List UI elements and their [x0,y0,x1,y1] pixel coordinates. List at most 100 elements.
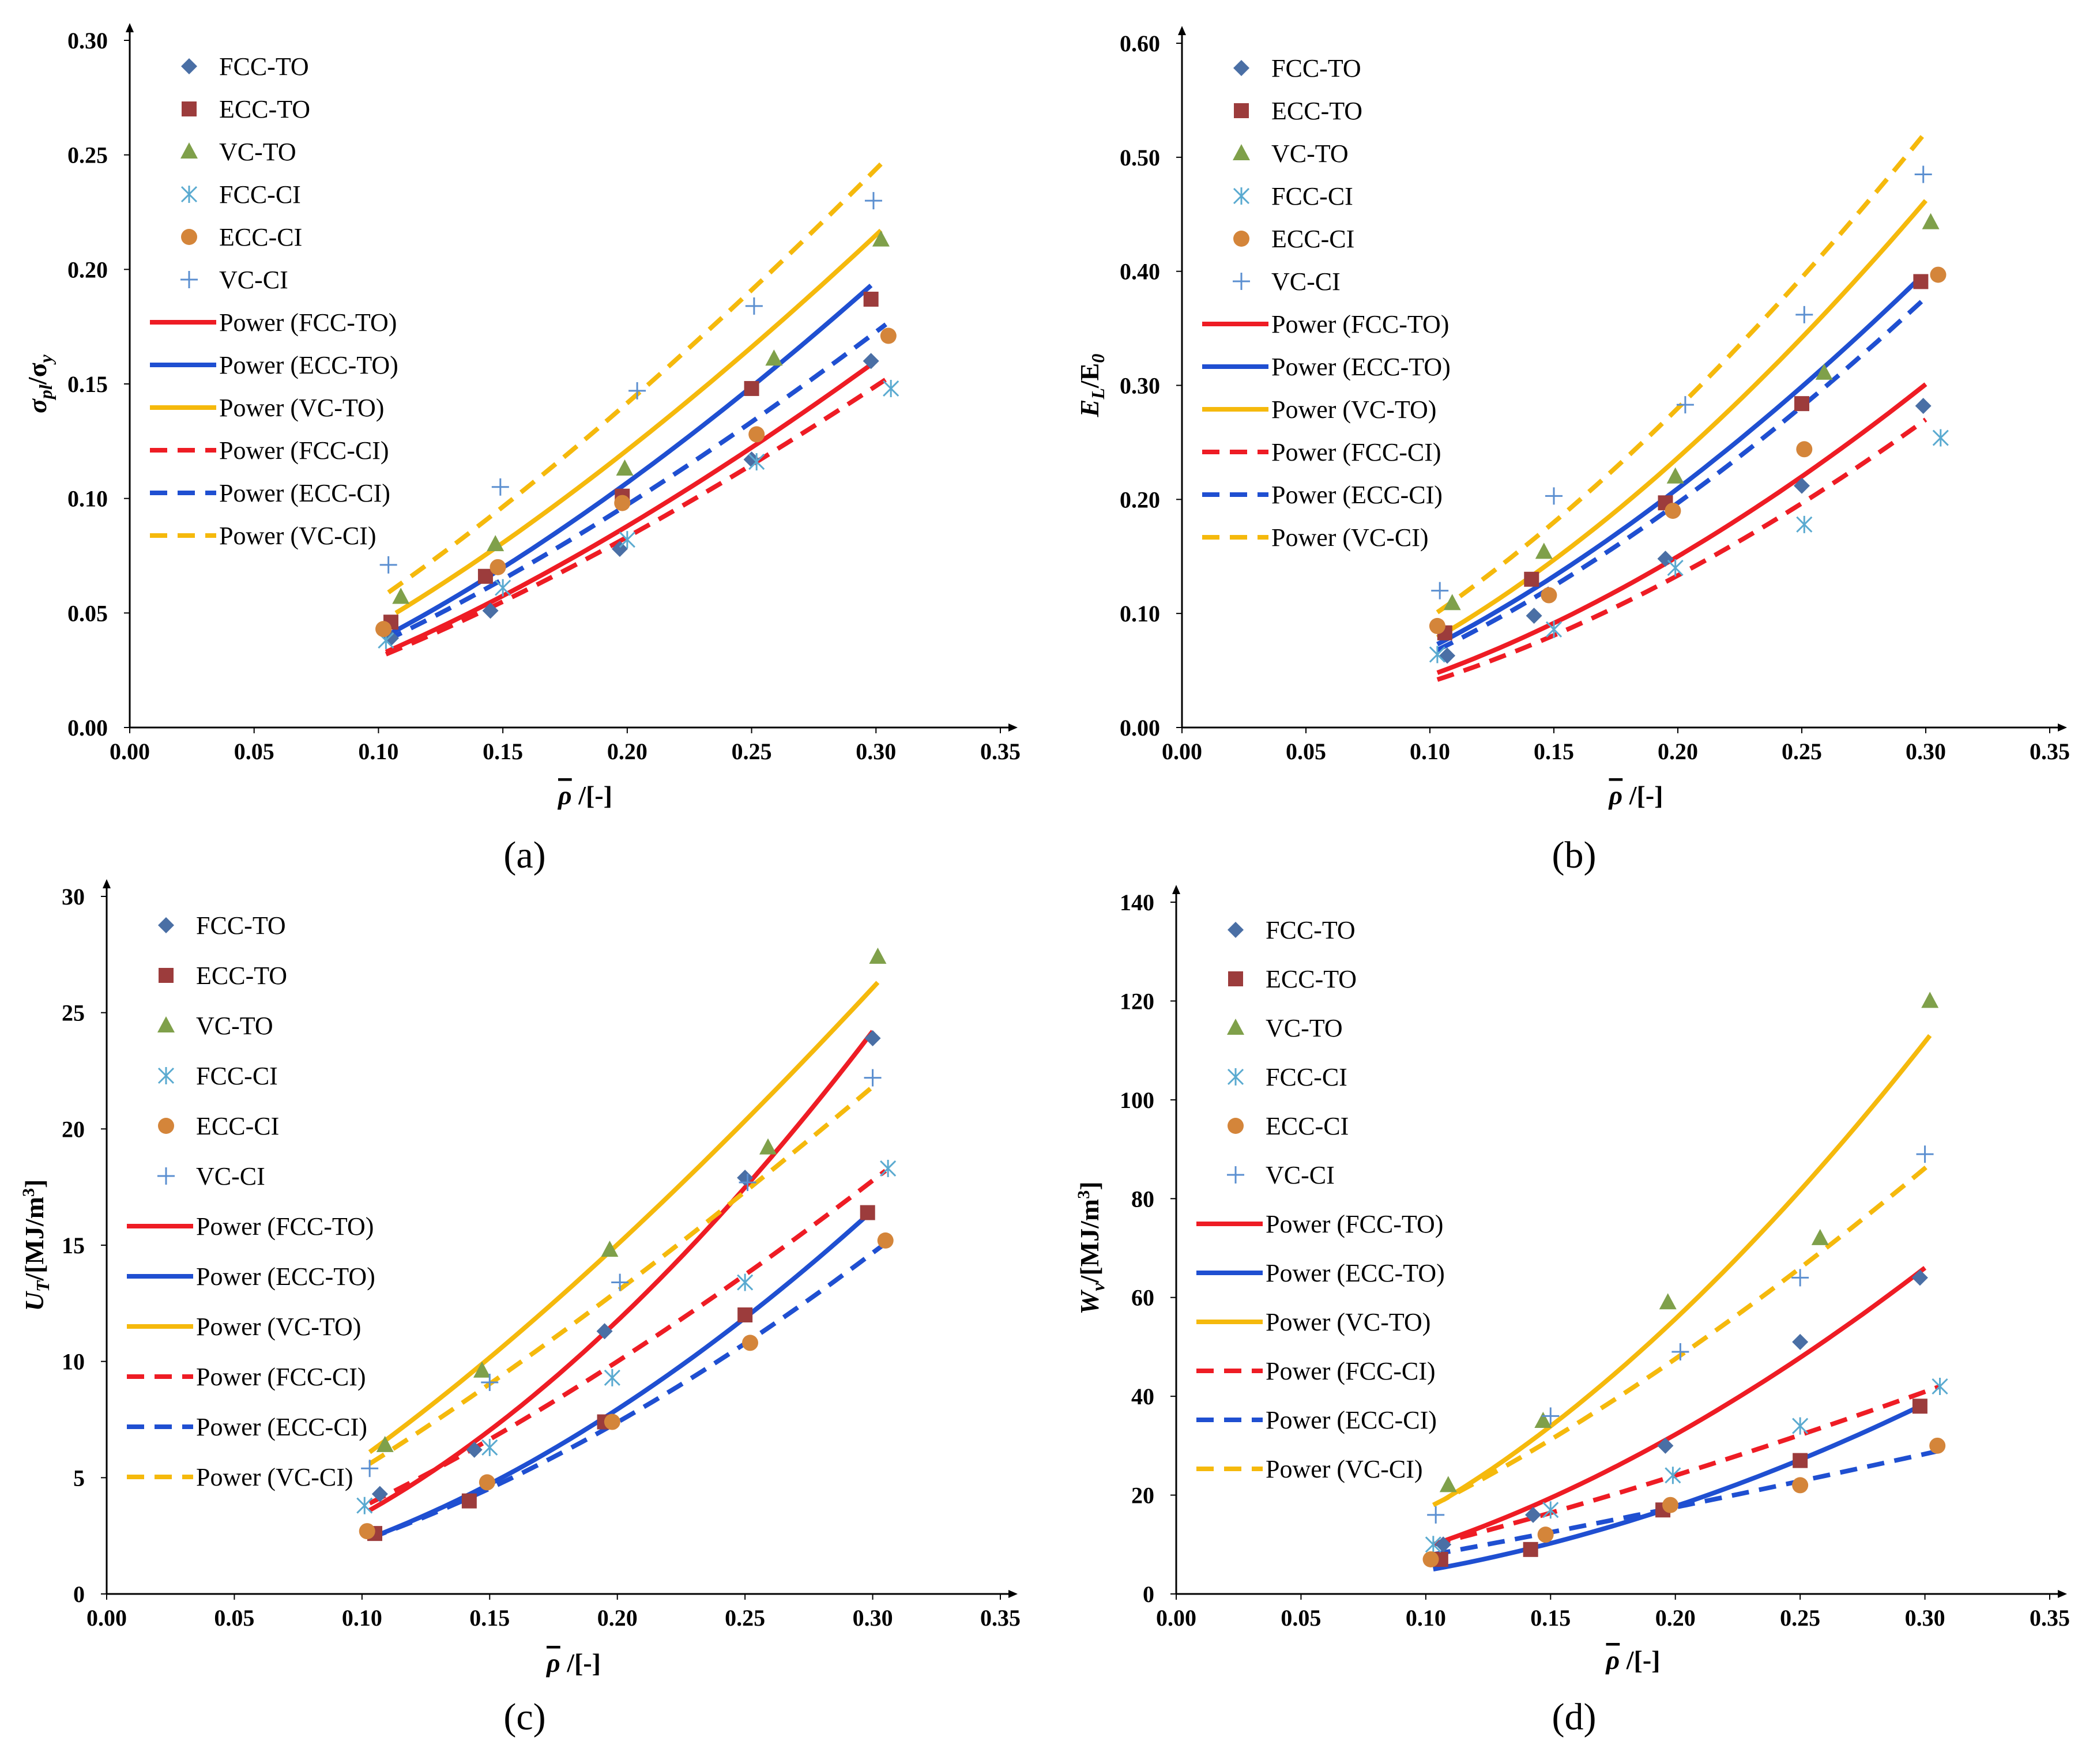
x-tick-label: 0.15 [483,738,523,764]
fit-curve-power-fcc-to [1432,1266,1927,1547]
data-point-fcc-ci [604,1369,620,1386]
data-point-fcc-ci [1667,559,1684,577]
data-point-vc-to [1443,594,1461,610]
data-point-vc-to [601,1241,619,1257]
fit-curve-power-vc-ci [387,162,883,594]
data-point-vc-ci [1671,1343,1689,1360]
data-point-ecc-to [461,1493,477,1509]
data-point-fcc-to [737,1170,754,1186]
legend-label: Power (ECC-CI) [219,479,390,507]
data-point-vc-ci [1914,165,1932,183]
data-point-fcc-ci [481,1438,498,1456]
legend-label: VC-CI [219,266,288,294]
legend-label: Power (FCC-CI) [1271,438,1441,466]
legend-marker-fcc-ci [157,1067,175,1084]
data-point-ecc-ci [490,559,506,575]
data-point-vc-ci [864,1069,882,1087]
data-point-fcc-to [1526,608,1542,624]
x-axis-title: ρ /[-] [557,781,612,810]
data-point-ecc-ci [748,426,765,443]
data-point-ecc-ci [1662,1497,1679,1513]
data-point-vc-to [1811,1228,1829,1245]
legend-label: Power (ECC-TO) [196,1262,375,1291]
fit-curve-power-fcc-ci [1432,1384,1941,1547]
fit-curve-power-ecc-to [385,284,873,638]
y-tick-label: 140 [1120,889,1154,915]
legend-label: Power (ECC-TO) [219,351,398,379]
legend-label: Power (ECC-CI) [1271,481,1443,509]
y-tick-label: 20 [1131,1483,1154,1509]
legend-marker-ecc-ci [1233,231,1249,247]
data-point-vc-to [487,535,505,552]
data-point-fcc-to [371,1486,388,1502]
x-tick-label: 0.35 [980,1605,1021,1631]
data-point-fcc-ci [356,1497,373,1514]
legend-label: VC-TO [1266,1014,1343,1042]
data-point-vc-to [1534,1412,1552,1428]
fit-curve-power-vc-to [1442,1034,1932,1502]
fit-curve-power-fcc-ci [385,377,887,657]
y-tick-label: 60 [1131,1285,1154,1311]
data-point-ecc-ci [880,327,897,344]
x-axis-arrow [2058,1590,2067,1598]
legend-label: Power (VC-TO) [1271,395,1436,424]
legend-marker-vc-ci [180,271,198,288]
data-point-ecc-ci [1792,1477,1809,1494]
x-tick-label: 0.35 [2030,1605,2070,1631]
y-axis-arrow [126,23,134,32]
y-tick-label: 0.60 [1120,31,1160,56]
x-tick-label: 0.20 [1655,1605,1696,1631]
legend-label: Power (VC-TO) [196,1313,361,1341]
x-tick-label: 0.10 [1406,1605,1446,1631]
fit-curve-power-vc-ci [1432,1162,1932,1507]
legend-marker-fcc-to [1228,922,1244,938]
y-tick-label: 0.20 [1120,487,1160,512]
data-point-vc-to [392,587,410,604]
data-point-vc-ci [1791,1269,1809,1287]
y-tick-label: 100 [1120,1087,1154,1113]
legend-label: Power (ECC-TO) [1271,353,1451,381]
legend-label: FCC-CI [219,180,301,209]
legend-label: Power (FCC-CI) [219,436,389,465]
data-point-vc-ci [745,297,763,315]
x-axis-title: ρ /[-] [545,1648,601,1678]
legend-marker-vc-ci [1233,273,1250,290]
data-point-fcc-to [611,541,628,557]
data-point-ecc-ci [479,1474,495,1491]
legend-label: FCC-TO [1271,54,1361,82]
x-tick-label: 0.25 [732,738,772,764]
y-tick-label: 0.20 [67,257,108,282]
legend-label: ECC-TO [1266,965,1357,993]
data-point-ecc-ci [742,1335,758,1351]
fit-curve-power-fcc-to [1436,382,1927,675]
legend-marker-ecc-ci [1228,1118,1244,1134]
legend-label: ECC-CI [219,223,302,251]
data-point-vc-to [376,1435,394,1452]
x-tick-label: 0.20 [607,738,647,764]
legend-marker-fcc-to [181,58,197,74]
data-point-ecc-to [1912,1399,1927,1414]
data-point-fcc-ci [737,1273,754,1291]
panel-label-c: (c) [503,1696,545,1738]
panel-a: 0.00 0.05 0.10 0.15 0.20 0.25 0.30 0.35 0.00 0.05… [22,23,1021,876]
legend-label: Power (VC-CI) [1266,1455,1423,1483]
data-point-vc-ci [1427,1506,1445,1524]
data-point-ecc-ci [1929,1437,1946,1454]
legend-label: ECC-CI [1266,1112,1349,1140]
data-point-vc-ci [1431,582,1449,600]
y-tick-label: 25 [62,1000,85,1026]
fit-curve-power-ecc-to [1436,275,1923,647]
data-point-vc-ci [864,192,882,210]
x-axis-arrow [1008,1590,1018,1598]
data-point-vc-to [869,947,887,964]
data-point-vc-to [872,230,890,247]
data-point-fcc-ci [748,453,765,471]
legend-label: FCC-TO [219,52,309,81]
panel-b: 0.00 0.05 0.10 0.15 0.20 0.25 0.30 0.35 0.00 0.10… [1075,26,2070,876]
y-tick-label: 0.00 [67,715,108,741]
y-axis-arrow [1172,885,1180,894]
data-point-vc-ci [1916,1145,1934,1163]
data-point-ecc-to [1523,1541,1538,1557]
legend-marker-vc-ci [1227,1166,1244,1183]
